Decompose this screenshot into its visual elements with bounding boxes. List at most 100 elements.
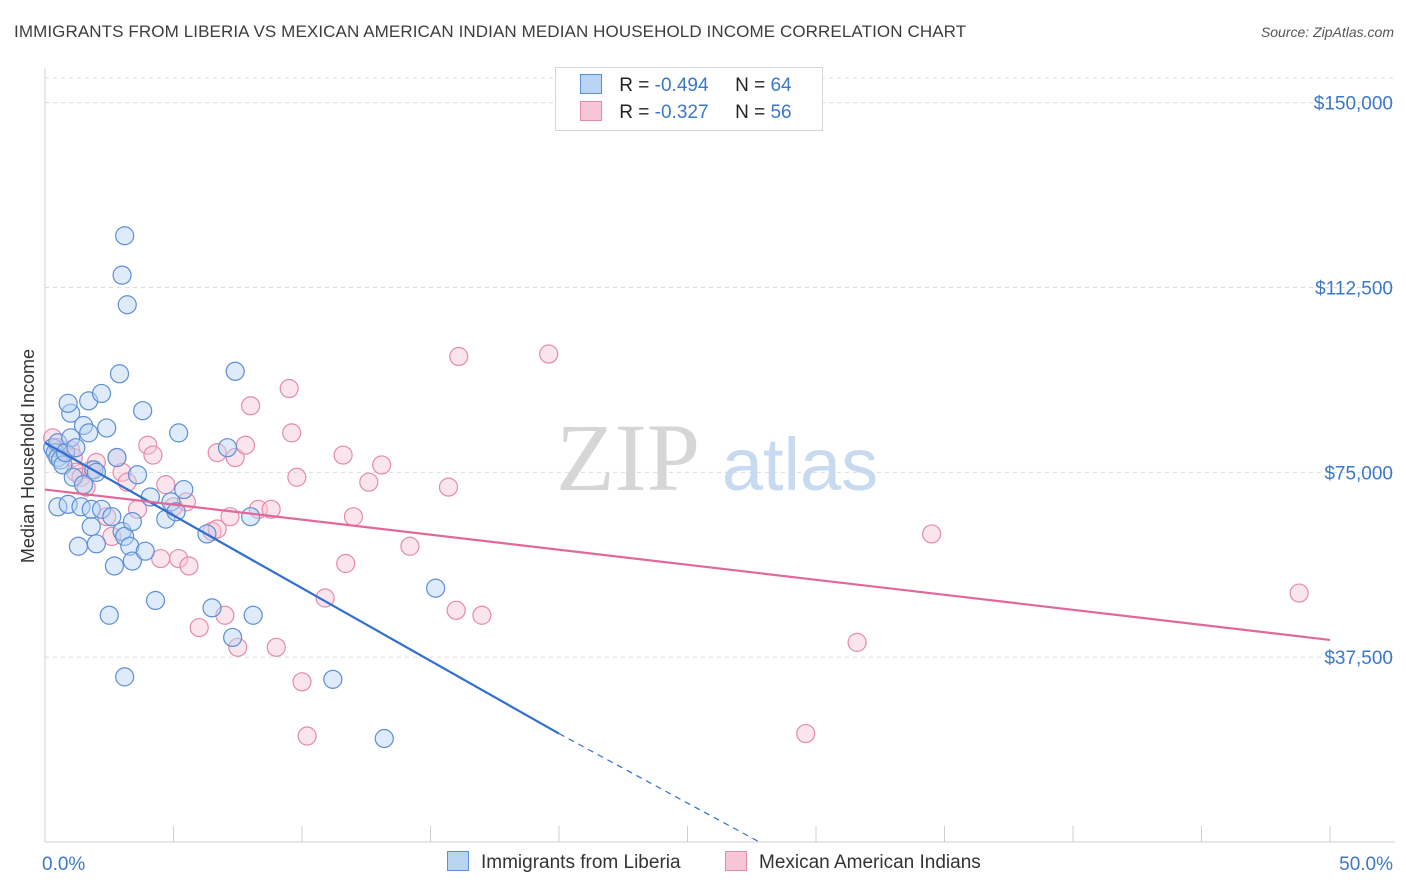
data-point xyxy=(323,669,343,689)
data-point xyxy=(161,492,181,512)
tick-labels: $37,500 $75,000 $112,500 $150,000 0.0% 50.0% xyxy=(42,94,1393,875)
data-point xyxy=(117,295,137,315)
data-point xyxy=(99,605,119,625)
legend-row-mexican-american-indians: R = -0.327 N = 56 xyxy=(580,101,792,127)
data-point xyxy=(282,423,302,443)
data-point xyxy=(225,361,245,381)
data-point xyxy=(156,475,176,495)
data-point xyxy=(446,600,466,620)
data-point xyxy=(66,438,86,458)
data-point xyxy=(539,344,559,364)
data-point xyxy=(143,445,163,465)
data-point xyxy=(261,499,281,519)
data-point xyxy=(68,536,89,556)
data-point xyxy=(796,723,816,744)
watermark-atlas: atlas xyxy=(722,423,878,506)
trendline-mexican-american-indians xyxy=(44,488,1331,642)
legend-label: Immigrants from Liberia xyxy=(481,852,681,873)
n-value: 64 xyxy=(770,75,792,96)
data-point xyxy=(225,447,245,468)
data-point xyxy=(138,435,158,455)
data-point xyxy=(169,548,189,569)
data-point xyxy=(81,516,101,537)
watermark-zip: ZIP xyxy=(556,404,700,511)
data-point xyxy=(372,455,392,475)
data-point xyxy=(279,378,299,399)
r-label: R = xyxy=(619,102,655,123)
data-point xyxy=(58,393,78,413)
data-point xyxy=(174,479,194,500)
data-point xyxy=(102,507,122,527)
data-point xyxy=(76,477,96,497)
data-point xyxy=(91,499,112,519)
n-value: 56 xyxy=(770,102,792,123)
data-point xyxy=(266,637,286,657)
data-point xyxy=(109,364,130,384)
data-point xyxy=(438,477,459,497)
data-point xyxy=(847,632,867,652)
data-point xyxy=(228,637,248,657)
data-point xyxy=(112,265,132,285)
data-point xyxy=(79,423,99,443)
data-point xyxy=(241,396,261,416)
data-point xyxy=(133,401,153,421)
data-point xyxy=(472,605,492,625)
blue-swatch xyxy=(447,851,469,871)
data-point xyxy=(207,443,227,463)
data-point xyxy=(297,726,317,746)
data-point xyxy=(104,556,124,576)
data-point xyxy=(241,507,261,527)
trendline-liberia xyxy=(44,441,560,735)
data-point xyxy=(400,536,420,556)
bottom-legend-liberia: Immigrants from Liberia xyxy=(447,851,681,874)
data-point xyxy=(112,521,132,542)
data-point xyxy=(359,472,379,492)
legend-row-liberia: R = -0.494 N = 64 xyxy=(580,74,792,100)
data-point xyxy=(122,512,142,532)
r-label: R = xyxy=(619,75,655,96)
bottom-legend-mexican-american-indians: Mexican American Indians xyxy=(725,851,981,874)
n-label: N = xyxy=(735,75,771,96)
y-tick-label: $75,000 xyxy=(1324,463,1393,484)
legend-label: Mexican American Indians xyxy=(759,852,981,873)
data-point xyxy=(374,728,394,749)
n-label: N = xyxy=(735,102,771,123)
y-tick-label: $112,500 xyxy=(1315,278,1393,299)
data-point xyxy=(120,536,140,556)
data-point xyxy=(115,526,135,547)
data-point xyxy=(243,605,263,625)
chart-title: IMMIGRANTS FROM LIBERIA VS MEXICAN AMERI… xyxy=(14,22,967,41)
x-tick-label-min: 0.0% xyxy=(42,854,85,875)
data-point xyxy=(235,435,256,455)
data-point xyxy=(449,346,469,367)
data-point xyxy=(135,541,155,561)
data-point xyxy=(53,455,73,475)
data-point xyxy=(223,627,243,648)
data-point xyxy=(122,551,142,571)
data-point xyxy=(127,465,148,485)
data-point xyxy=(202,598,222,618)
series-immigrants-from-liberia xyxy=(43,226,446,749)
r-value: -0.494 xyxy=(654,75,709,96)
data-point xyxy=(81,499,101,519)
data-point xyxy=(107,447,127,468)
data-point xyxy=(112,462,132,482)
gridlines xyxy=(45,77,1395,658)
data-point xyxy=(189,617,209,638)
data-point xyxy=(207,519,227,539)
pink-swatch xyxy=(725,851,747,871)
data-point xyxy=(315,588,335,608)
data-point xyxy=(292,672,312,692)
data-point xyxy=(287,467,307,487)
x-tick-label-max: 50.0% xyxy=(1339,854,1393,875)
trendline-liberia-extension xyxy=(558,733,760,843)
data-point xyxy=(97,418,117,438)
data-point xyxy=(426,578,446,598)
y-axis-label: Median Household Income xyxy=(18,349,38,563)
pink-swatch xyxy=(580,101,602,121)
data-point xyxy=(336,553,356,574)
data-point xyxy=(145,590,166,611)
axes xyxy=(44,68,1395,843)
data-point xyxy=(61,428,81,448)
